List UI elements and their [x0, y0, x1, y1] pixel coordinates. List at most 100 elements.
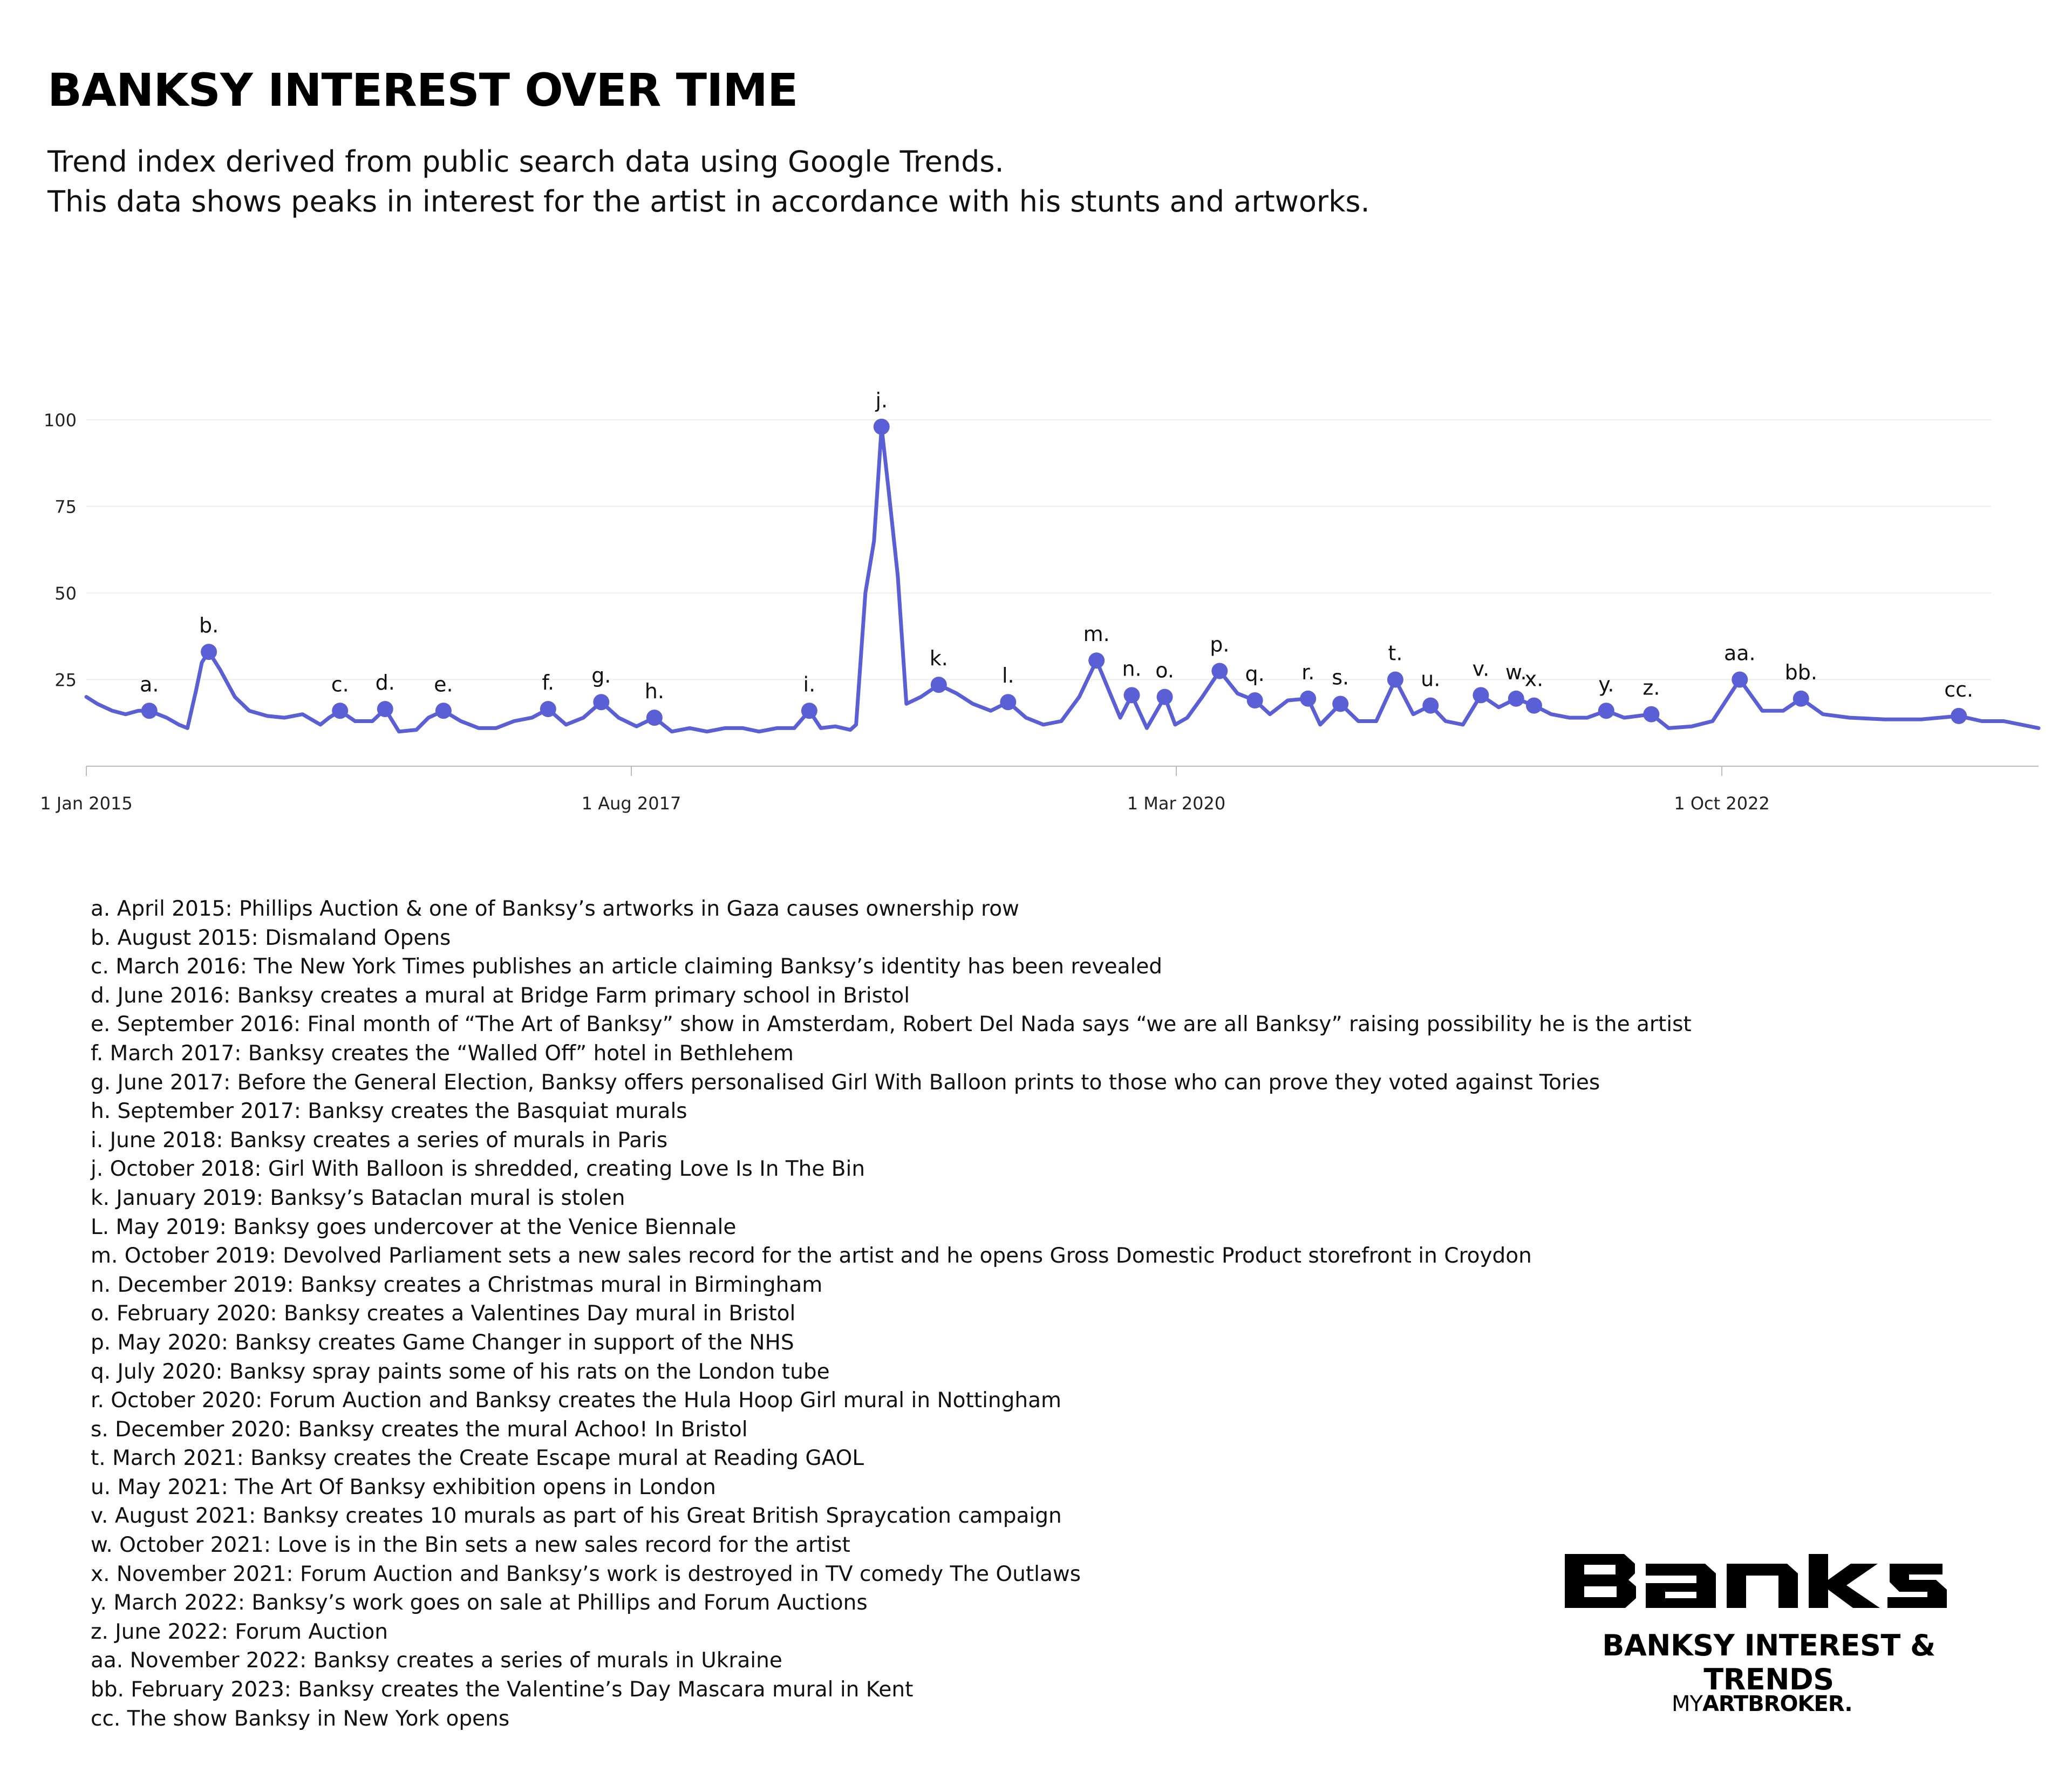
event-marker-label: b. [199, 613, 219, 637]
event-marker-label: s. [1332, 665, 1349, 689]
event-marker [930, 677, 947, 693]
event-marker-label: t. [1388, 642, 1402, 665]
event-note: bb. February 2023: Banksy creates the Va… [91, 1678, 914, 1702]
event-marker-label: x. [1525, 667, 1544, 691]
event-marker-label: l. [1002, 664, 1014, 687]
event-marker [1525, 697, 1542, 714]
event-note: cc. The show Banksy in New York opens [91, 1706, 510, 1731]
event-marker [1000, 694, 1017, 711]
myartbroker-logo: MYARTBROKER. [1672, 1692, 1853, 1716]
event-note: m. October 2019: Devolved Parliament set… [91, 1244, 1532, 1269]
x-tick-label: 1 Mar 2020 [1127, 793, 1226, 814]
event-marker [593, 694, 610, 711]
event-marker-label: j. [875, 388, 888, 412]
event-marker [540, 701, 556, 718]
event-note: f. March 2017: Banksy creates the “Walle… [91, 1041, 794, 1066]
event-note: j. October 2018: Girl With Balloon is sh… [91, 1157, 865, 1182]
x-tick-label: 1 Aug 2017 [582, 793, 681, 814]
page-title: BANKSY INTEREST OVER TIME [47, 64, 798, 117]
event-marker [201, 644, 217, 660]
event-marker [1088, 652, 1105, 669]
event-marker [1211, 663, 1228, 679]
event-marker-label: m. [1083, 622, 1110, 646]
event-marker-label: f. [542, 671, 554, 694]
event-marker [1792, 690, 1809, 707]
event-marker-label: g. [591, 664, 611, 687]
event-marker [1643, 706, 1660, 722]
x-tick-label: 1 Jan 2015 [40, 793, 132, 814]
event-marker [1123, 687, 1140, 704]
event-note: w. October 2021: Love is in the Bin sets… [91, 1533, 850, 1558]
event-marker-label: e. [434, 672, 453, 696]
event-marker-label: q. [1245, 662, 1265, 686]
event-marker [1387, 671, 1403, 688]
event-marker-label: d. [376, 671, 395, 694]
event-note: a. April 2015: Phillips Auction & one of… [91, 897, 1019, 921]
event-marker [141, 703, 158, 719]
banksy-wordmark-logo [1565, 1554, 1947, 1608]
event-note: y. March 2022: Banksy’s work goes on sal… [91, 1591, 868, 1615]
event-marker-label: o. [1155, 659, 1174, 683]
event-marker [801, 703, 817, 719]
logo-suffix: ARTBROKER. [1702, 1692, 1853, 1716]
event-note: e. September 2016: Final month of “The A… [91, 1012, 1692, 1037]
event-marker-label: bb. [1785, 660, 1817, 684]
event-marker [377, 701, 393, 718]
event-note: s. December 2020: Banksy creates the mur… [91, 1417, 748, 1442]
subtitle-line-1: Trend index derived from public search d… [47, 145, 1004, 179]
subtitle-line-2: This data shows peaks in interest for th… [47, 185, 1370, 219]
event-marker-label: a. [140, 672, 159, 696]
trend-line-chart: 25 50 75 100 1 Jan 2015 1 Aug 2017 1 Mar 2020 1… [40, 388, 2041, 814]
event-marker [1246, 692, 1263, 709]
event-marker [1473, 687, 1489, 704]
logo-prefix: MY [1672, 1692, 1703, 1716]
event-marker-label: z. [1642, 676, 1660, 700]
event-note: q. July 2020: Banksy spray paints some o… [91, 1359, 830, 1384]
event-marker [1332, 696, 1349, 712]
event-marker [435, 703, 452, 719]
event-marker-label: p. [1210, 632, 1229, 656]
event-note: L. May 2019: Banksy goes undercover at t… [91, 1215, 737, 1239]
event-notes-list: a. April 2015: Phillips Auction & one of… [91, 895, 1692, 1733]
x-tick-label: 1 Oct 2022 [1674, 793, 1769, 814]
event-marker-label: cc. [1944, 678, 1973, 701]
event-marker-label: y. [1598, 672, 1614, 696]
event-note: n. December 2019: Banksy creates a Chris… [91, 1272, 823, 1297]
event-marker-label: i. [803, 672, 816, 696]
event-marker-label: u. [1421, 667, 1440, 691]
brand-caption: BANKSY INTEREST & TRENDS [1602, 1628, 1935, 1696]
event-note: aa. November 2022: Banksy creates a seri… [91, 1648, 782, 1673]
event-marker-label: h. [645, 679, 664, 703]
event-note: p. May 2020: Banksy creates Game Changer… [91, 1330, 794, 1355]
event-marker [332, 703, 349, 719]
event-marker-label: k. [930, 646, 948, 670]
event-marker [1156, 689, 1173, 705]
event-marker-label: w. [1505, 660, 1527, 684]
y-tick-label: 50 [54, 583, 77, 604]
event-note: v. August 2021: Banksy creates 10 murals… [91, 1504, 1062, 1529]
event-marker-label: r. [1301, 660, 1314, 684]
event-marker-label: n. [1122, 657, 1141, 680]
event-note: z. June 2022: Forum Auction [91, 1619, 388, 1644]
event-note: t. March 2021: Banksy creates the Create… [91, 1446, 864, 1471]
event-marker [1598, 703, 1614, 719]
event-note: b. August 2015: Dismaland Opens [91, 925, 451, 950]
y-tick-label: 75 [54, 497, 77, 517]
event-note: g. June 2017: Before the General Electio… [91, 1070, 1600, 1095]
event-note: k. January 2019: Banksy’s Bataclan mural… [91, 1185, 625, 1210]
event-marker-label: v. [1473, 657, 1490, 680]
event-marker [1508, 690, 1524, 707]
event-marker [1951, 707, 1967, 724]
event-marker [1732, 671, 1748, 688]
event-marker-label: c. [331, 672, 349, 696]
event-marker [873, 418, 890, 435]
y-tick-label: 100 [44, 410, 77, 431]
event-marker [1422, 697, 1439, 714]
event-note: i. June 2018: Banksy creates a series of… [91, 1128, 668, 1153]
event-note: u. May 2021: The Art Of Banksy exhibitio… [91, 1475, 716, 1499]
y-tick-label: 25 [54, 670, 77, 691]
event-marker [646, 710, 663, 726]
event-marker [1300, 690, 1317, 707]
event-note: r. October 2020: Forum Auction and Banks… [91, 1388, 1061, 1413]
event-note: h. September 2017: Banksy creates the Ba… [91, 1099, 687, 1124]
